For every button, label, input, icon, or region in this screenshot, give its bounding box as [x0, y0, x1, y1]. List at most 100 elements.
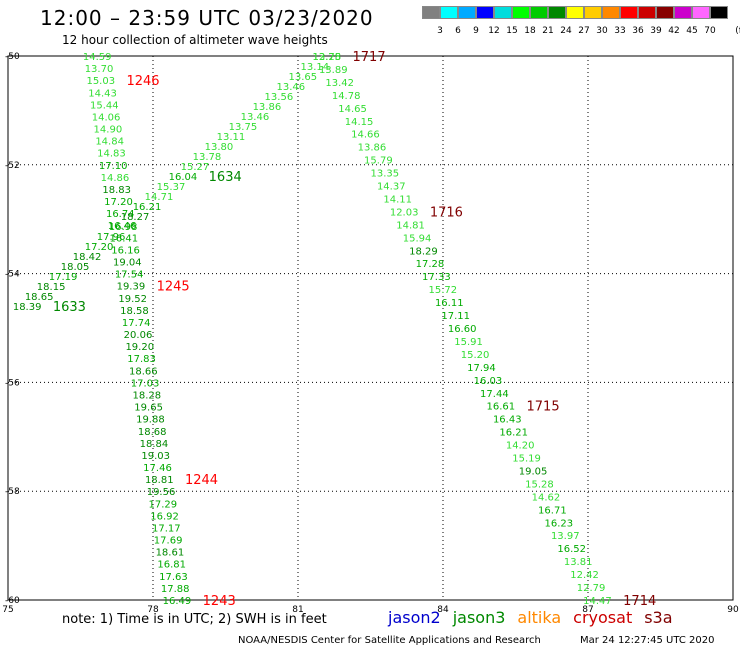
- swh-value: 17.11: [441, 311, 470, 322]
- swh-value: 19.65: [134, 403, 163, 414]
- swh-value: 18.29: [409, 246, 438, 257]
- swh-value: 17.29: [148, 499, 177, 510]
- legend-label: 36: [632, 26, 644, 36]
- legend-swatch: [674, 6, 692, 19]
- legend-swatch: [656, 6, 674, 19]
- swh-value: 16.52: [557, 544, 586, 555]
- swh-value: 19.52: [118, 294, 147, 305]
- swh-value: 19.39: [117, 282, 146, 293]
- swh-value: 14.65: [338, 104, 367, 115]
- footer-note: note: 1) Time is in UTC; 2) SWH is in fe…: [62, 612, 327, 627]
- time-label: 1717: [353, 50, 386, 65]
- swh-value: 14.62: [532, 492, 561, 503]
- swh-value: 18.58: [120, 306, 149, 317]
- swh-value: 18.05: [61, 262, 90, 273]
- swh-value: 17.94: [467, 363, 496, 374]
- swh-value: 15.94: [403, 233, 432, 244]
- swh-value: 14.06: [92, 112, 121, 123]
- swh-value: 14.37: [377, 182, 406, 193]
- time-label: 1633: [53, 300, 86, 315]
- swh-value: 19.20: [125, 342, 154, 353]
- swh-value: 12.03: [390, 207, 419, 218]
- legend-label: 6: [455, 26, 461, 36]
- time-label: 1634: [209, 170, 242, 185]
- legend-swatch: [548, 6, 566, 19]
- swh-value: 16.03: [474, 376, 503, 387]
- swh-value: 19.03: [141, 451, 170, 462]
- time-label: 1246: [126, 74, 159, 89]
- swh-value: 14.81: [396, 220, 425, 231]
- legend-label: 12: [488, 26, 500, 36]
- swh-value: 16.11: [435, 298, 464, 309]
- swh-value: 18.81: [145, 475, 174, 486]
- x-tick-label: 84: [437, 605, 449, 615]
- legend-swatch: [620, 6, 638, 19]
- swh-value: 16.71: [538, 505, 567, 516]
- swh-value: 13.70: [85, 64, 114, 75]
- swh-value: 14.84: [95, 137, 124, 148]
- legend-label: 70: [704, 26, 716, 36]
- swh-value: 14.66: [351, 130, 380, 141]
- legend-swatch: [530, 6, 548, 19]
- swh-value: 16.43: [493, 415, 522, 426]
- satellite-name: s3a: [644, 608, 673, 627]
- y-tick-label: -54: [5, 270, 20, 280]
- swh-value: 13.81: [564, 557, 593, 568]
- swh-value: 17.46: [143, 463, 172, 474]
- legend-swatch: [440, 6, 458, 19]
- swh-value: 14.15: [345, 117, 374, 128]
- swh-value: 13.75: [313, 52, 342, 63]
- swh-value: 16.60: [448, 324, 477, 335]
- legend-swatch: [584, 6, 602, 19]
- legend-unit: (ft): [735, 26, 740, 36]
- swh-value: 16.61: [487, 402, 516, 413]
- legend-swatch: [476, 6, 494, 19]
- swh-value: 13.97: [551, 531, 580, 542]
- swh-value: 13.78: [193, 152, 222, 163]
- swh-value: 14.83: [97, 149, 126, 160]
- swh-value: 19.04: [113, 258, 142, 269]
- swh-value: 17.10: [99, 161, 128, 172]
- time-label: 1243: [203, 594, 236, 609]
- swh-value: 16.49: [163, 596, 192, 607]
- swh-value: 14.43: [88, 88, 117, 99]
- credit-text: NOAA/NESDIS Center for Satellite Applica…: [238, 635, 541, 646]
- swh-value: 17.33: [422, 272, 451, 283]
- map-subtitle: 12 hour collection of altimeter wave hei…: [62, 33, 328, 47]
- swh-value: 16.04: [169, 172, 198, 183]
- swh-value: 15.72: [429, 285, 458, 296]
- swh-value: 18.15: [37, 282, 66, 293]
- swh-value: 13.86: [358, 143, 387, 154]
- swh-value: 15.79: [364, 156, 393, 167]
- legend-swatch: [692, 6, 710, 19]
- swh-value: 12.42: [570, 570, 599, 581]
- swh-value: 18.66: [129, 366, 158, 377]
- swh-value: 15.19: [512, 454, 541, 465]
- swh-value: 13.65: [289, 72, 318, 83]
- swh-value: 18.84: [140, 439, 169, 450]
- legend-swatch: [458, 6, 476, 19]
- satellite-name: jason2: [388, 608, 441, 627]
- swh-value: 13.11: [217, 132, 246, 143]
- swh-value: 13.56: [265, 92, 294, 103]
- swh-value: 16.41: [110, 233, 139, 244]
- swh-value: 17.88: [161, 584, 190, 595]
- legend-label: 3: [437, 26, 443, 36]
- swh-value: 18.65: [25, 292, 54, 303]
- swh-value: 14.78: [332, 91, 361, 102]
- y-tick-label: -56: [5, 378, 20, 388]
- x-tick-label: 75: [2, 605, 13, 615]
- swh-value: 13.86: [253, 102, 282, 113]
- legend-label: 33: [614, 26, 626, 36]
- swh-value: 13.80: [205, 142, 234, 153]
- swh-value: 17.17: [152, 523, 181, 534]
- legend-label: 24: [560, 26, 572, 36]
- generated-timestamp: Mar 24 12:27:45 UTC 2020: [580, 635, 715, 646]
- satellite-name: cryosat: [573, 608, 633, 627]
- satellite-name: jason3: [452, 608, 506, 627]
- swh-value: 14.20: [506, 441, 535, 452]
- swh-value: 15.28: [525, 479, 554, 490]
- legend-swatch: [422, 6, 440, 19]
- y-tick-label: -60: [5, 596, 20, 606]
- swh-value: 15.91: [454, 337, 483, 348]
